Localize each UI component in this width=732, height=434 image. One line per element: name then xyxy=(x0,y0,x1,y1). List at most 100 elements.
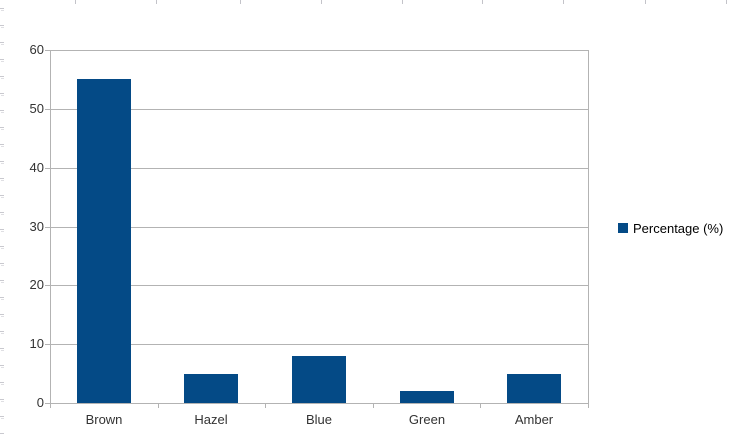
y-axis-tick xyxy=(45,403,50,404)
gridline xyxy=(50,344,588,345)
row-gridline-stub xyxy=(1,282,4,283)
row-gridline-stub xyxy=(1,333,4,334)
row-gridline-stub xyxy=(1,418,4,419)
row-gridline-stub xyxy=(0,8,4,9)
row-gridline-stub xyxy=(1,367,4,368)
bar-amber xyxy=(507,374,561,403)
row-gridline-stub xyxy=(0,212,4,213)
row-gridline-stub xyxy=(1,61,4,62)
row-gridline-stub xyxy=(1,10,4,11)
legend-label: Percentage (%) xyxy=(633,220,724,236)
row-gridline-stub xyxy=(0,59,4,60)
gridline xyxy=(50,50,588,51)
x-axis-tick xyxy=(158,403,159,408)
bar-brown xyxy=(77,79,131,403)
bar-hazel xyxy=(184,374,238,403)
x-axis-tick xyxy=(588,403,589,408)
row-gridline-stub xyxy=(0,399,4,400)
row-gridline-stub xyxy=(0,161,4,162)
row-gridline-stub xyxy=(0,365,4,366)
gridline xyxy=(50,168,588,169)
gridline xyxy=(50,285,588,286)
row-gridline-stub xyxy=(0,195,4,196)
row-gridline-stub xyxy=(1,129,4,130)
column-gridline-stub xyxy=(482,0,483,4)
bar-green xyxy=(400,391,454,403)
row-gridline-stub xyxy=(1,384,4,385)
column-gridline-stub xyxy=(726,0,727,4)
x-axis-line xyxy=(50,403,588,404)
row-gridline-stub xyxy=(1,163,4,164)
row-gridline-stub xyxy=(0,110,4,111)
row-gridline-stub xyxy=(1,299,4,300)
row-gridline-stub xyxy=(0,314,4,315)
row-gridline-stub xyxy=(1,78,4,79)
column-gridline-stub xyxy=(156,0,157,4)
category-label-hazel: Hazel xyxy=(194,412,228,427)
row-gridline-stub xyxy=(0,246,4,247)
y-axis-label: 10 xyxy=(29,336,44,351)
row-gridline-stub xyxy=(0,297,4,298)
plot-right-border xyxy=(588,50,589,403)
category-label-blue: Blue xyxy=(305,412,333,427)
chart-legend: Percentage (%) xyxy=(618,220,723,236)
row-gridline-stub xyxy=(0,93,4,94)
row-gridline-stub xyxy=(1,248,4,249)
row-gridline-stub xyxy=(0,178,4,179)
row-gridline-stub xyxy=(0,127,4,128)
row-gridline-stub xyxy=(0,280,4,281)
row-gridline-stub xyxy=(0,144,4,145)
column-gridline-stub xyxy=(563,0,564,4)
y-axis-tick xyxy=(45,285,50,286)
category-label-amber: Amber xyxy=(514,412,554,427)
column-gridline-stub xyxy=(240,0,241,4)
gridline xyxy=(50,227,588,228)
row-gridline-stub xyxy=(1,265,4,266)
row-gridline-stub xyxy=(0,348,4,349)
row-gridline-stub xyxy=(0,416,4,417)
row-gridline-stub xyxy=(1,180,4,181)
row-gridline-stub xyxy=(1,95,4,96)
row-gridline-stub xyxy=(1,27,4,28)
x-axis-tick xyxy=(480,403,481,408)
bar-blue xyxy=(292,356,346,403)
y-axis-tick xyxy=(45,344,50,345)
y-axis-label: 30 xyxy=(29,219,44,234)
row-gridline-stub xyxy=(0,382,4,383)
row-gridline-stub xyxy=(0,229,4,230)
row-gridline-stub xyxy=(1,146,4,147)
row-gridline-stub xyxy=(1,401,4,402)
row-gridline-stub xyxy=(1,316,4,317)
row-gridline-stub xyxy=(1,197,4,198)
x-axis-tick xyxy=(373,403,374,408)
gridline xyxy=(50,109,588,110)
y-axis-label: 40 xyxy=(29,160,44,175)
y-axis-line xyxy=(50,50,51,403)
y-axis-label: 60 xyxy=(29,42,44,57)
row-gridline-stub xyxy=(0,76,4,77)
row-gridline-stub xyxy=(1,214,4,215)
column-gridline-stub xyxy=(321,0,322,4)
row-gridline-stub xyxy=(1,350,4,351)
row-gridline-stub xyxy=(0,331,4,332)
x-axis-tick xyxy=(265,403,266,408)
y-axis-label: 50 xyxy=(29,101,44,116)
column-gridline-stub xyxy=(402,0,403,4)
y-axis-label: 0 xyxy=(36,395,44,410)
legend-color-swatch xyxy=(618,223,628,233)
y-axis-tick xyxy=(45,168,50,169)
row-gridline-stub xyxy=(1,231,4,232)
x-axis-tick xyxy=(50,403,51,408)
row-gridline-stub xyxy=(0,25,4,26)
y-axis-tick xyxy=(45,227,50,228)
row-gridline-stub xyxy=(0,42,4,43)
y-axis-tick xyxy=(45,109,50,110)
category-label-green: Green xyxy=(408,412,446,427)
row-gridline-stub xyxy=(1,112,4,113)
row-gridline-stub xyxy=(0,263,4,264)
y-axis-tick xyxy=(45,50,50,51)
row-gridline-stub xyxy=(1,44,4,45)
column-gridline-stub xyxy=(75,0,76,4)
